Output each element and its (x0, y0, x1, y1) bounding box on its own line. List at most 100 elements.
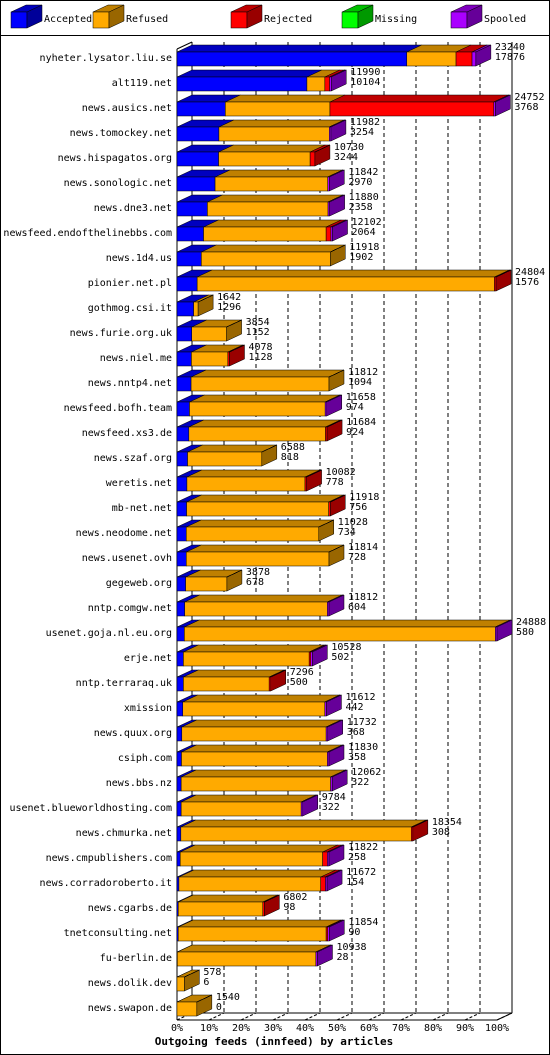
bar-side (329, 194, 345, 217)
accepted-label: 2064 (352, 227, 376, 238)
bar-front (176, 976, 185, 992)
category-label: news.sonologic.net (64, 178, 172, 189)
legend-label: Refused (126, 14, 168, 25)
accepted-label: 3254 (350, 127, 374, 138)
total-label: 11990 (350, 67, 380, 78)
total-label: 1642 (217, 292, 241, 303)
bar-segment (188, 419, 341, 442)
bar-front (186, 526, 320, 542)
bar-segment (229, 344, 245, 353)
legend-item: Rejected (230, 4, 312, 29)
accepted-label: 2970 (348, 177, 372, 188)
bar-segment (214, 169, 343, 192)
bar-segment (180, 794, 317, 817)
wall-top (176, 41, 193, 50)
x-axis-title: Outgoing feeds (innfeed) by articles (155, 1035, 393, 1048)
accepted-label: 322 (322, 802, 340, 813)
bar-front (196, 276, 495, 292)
bar-top (181, 744, 343, 753)
bar-top (226, 569, 243, 578)
bar-segment (261, 444, 277, 453)
bar-front (186, 476, 306, 492)
total-label: 4078 (248, 342, 272, 353)
category-label: news.furie.org.uk (70, 328, 172, 339)
bar-segment (176, 94, 241, 117)
bar-side (331, 769, 348, 792)
bar-top (218, 144, 326, 153)
bar-front (190, 376, 330, 392)
bar-front (180, 826, 412, 842)
legend-label: Missing (375, 14, 417, 25)
bar-top (181, 719, 342, 728)
bar-segment (181, 744, 343, 767)
total-label: 11732 (347, 717, 377, 728)
bar-front (406, 51, 457, 67)
bar-segment (186, 544, 345, 567)
accepted-label: 778 (326, 477, 344, 488)
total-label: 11812 (348, 367, 378, 378)
accepted-label: 258 (348, 852, 366, 863)
bar-side (475, 44, 492, 67)
accepted-label: 1128 (248, 352, 272, 363)
floor-tick (208, 1012, 225, 1021)
bar-segment (310, 644, 328, 667)
bar-side (328, 744, 345, 767)
bar-segment (330, 244, 346, 253)
category-label: csiph.com (118, 753, 172, 764)
bar-segment (176, 769, 197, 792)
accepted-label: 818 (281, 452, 299, 463)
bar-top (188, 419, 341, 428)
bar-segment (180, 769, 346, 792)
total-label: 11612 (345, 692, 375, 703)
category-label: tnetconsulting.net (64, 928, 172, 939)
bar-top (203, 219, 342, 228)
bar-segment (198, 294, 214, 303)
bar-top (178, 869, 336, 878)
total-label: 11918 (349, 492, 379, 503)
accepted-label: 90 (348, 927, 360, 938)
category-label: news.tomockey.net (70, 128, 172, 139)
bar-front (207, 201, 329, 217)
floor-tick (368, 1012, 385, 1021)
bar-segment (329, 94, 509, 117)
category-label: usenet.goja.nl.eu.org (46, 628, 172, 639)
bar-top (261, 444, 277, 453)
total-label: 10528 (331, 642, 361, 653)
legend-label: Rejected (264, 14, 312, 25)
total-label: 11982 (350, 117, 380, 128)
category-label: nntp.terraraq.uk (76, 678, 172, 689)
bar-front (176, 326, 192, 342)
floor-tick (432, 1012, 449, 1021)
bar-segment (328, 544, 345, 553)
bar-segment (327, 919, 345, 942)
bar-top (207, 194, 344, 203)
total-label: 11812 (348, 592, 378, 603)
accepted-label: 17876 (495, 52, 525, 63)
accepted-label: 1576 (515, 277, 539, 288)
bar-front (322, 851, 328, 867)
bar-top (226, 319, 242, 328)
bar-segment (455, 44, 488, 67)
legend-item: Accepted (10, 4, 92, 29)
bar-segment (184, 969, 200, 978)
bar-segment (471, 44, 492, 67)
accepted-label: 98 (283, 902, 295, 913)
bar-top (412, 819, 428, 828)
bar-top (314, 144, 331, 153)
bar-front (193, 301, 199, 317)
bar-top (328, 544, 345, 553)
category-label: news.neodome.net (76, 528, 172, 539)
bar-front (176, 276, 198, 292)
accepted-label: 1152 (246, 327, 270, 338)
bar-top (186, 469, 321, 478)
bar-segment (324, 394, 343, 417)
accepted-label: 0 (216, 1002, 222, 1013)
bar-segment (177, 944, 331, 967)
total-label: 3854 (246, 317, 270, 328)
bar-front (176, 376, 192, 392)
bar-front (176, 251, 202, 267)
bar-top (184, 969, 200, 978)
legend-label: Accepted (44, 14, 92, 25)
bar-top (264, 894, 280, 903)
accepted-label: 756 (349, 502, 367, 513)
